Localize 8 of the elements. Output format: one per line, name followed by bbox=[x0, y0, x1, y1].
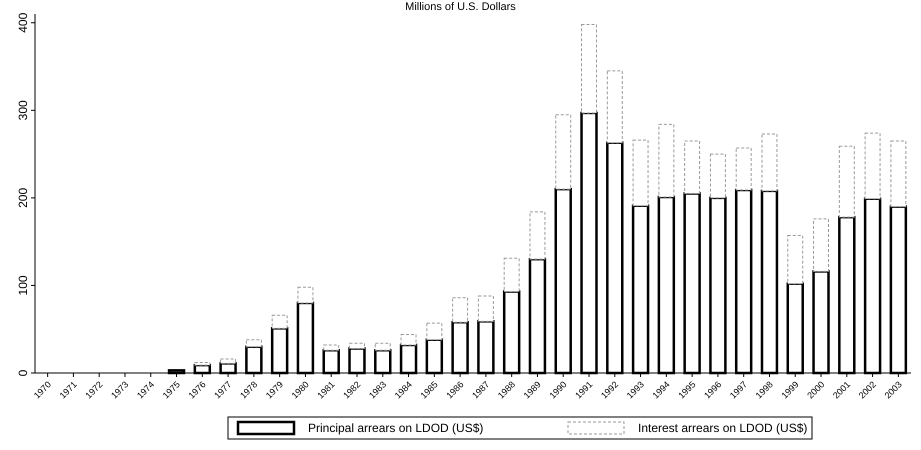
y-tick-label: 0 bbox=[16, 369, 30, 376]
y-tick-label: 200 bbox=[16, 188, 30, 208]
legend-label: Principal arrears on LDOD (US$) bbox=[308, 421, 484, 435]
chart-title: Millions of U.S. Dollars bbox=[405, 1, 516, 13]
y-tick-label: 100 bbox=[16, 275, 30, 296]
y-tick-label: 400 bbox=[16, 12, 30, 33]
y-tick-label: 300 bbox=[16, 100, 30, 120]
legend-label: Interest arrears on LDOD (US$) bbox=[638, 421, 808, 435]
